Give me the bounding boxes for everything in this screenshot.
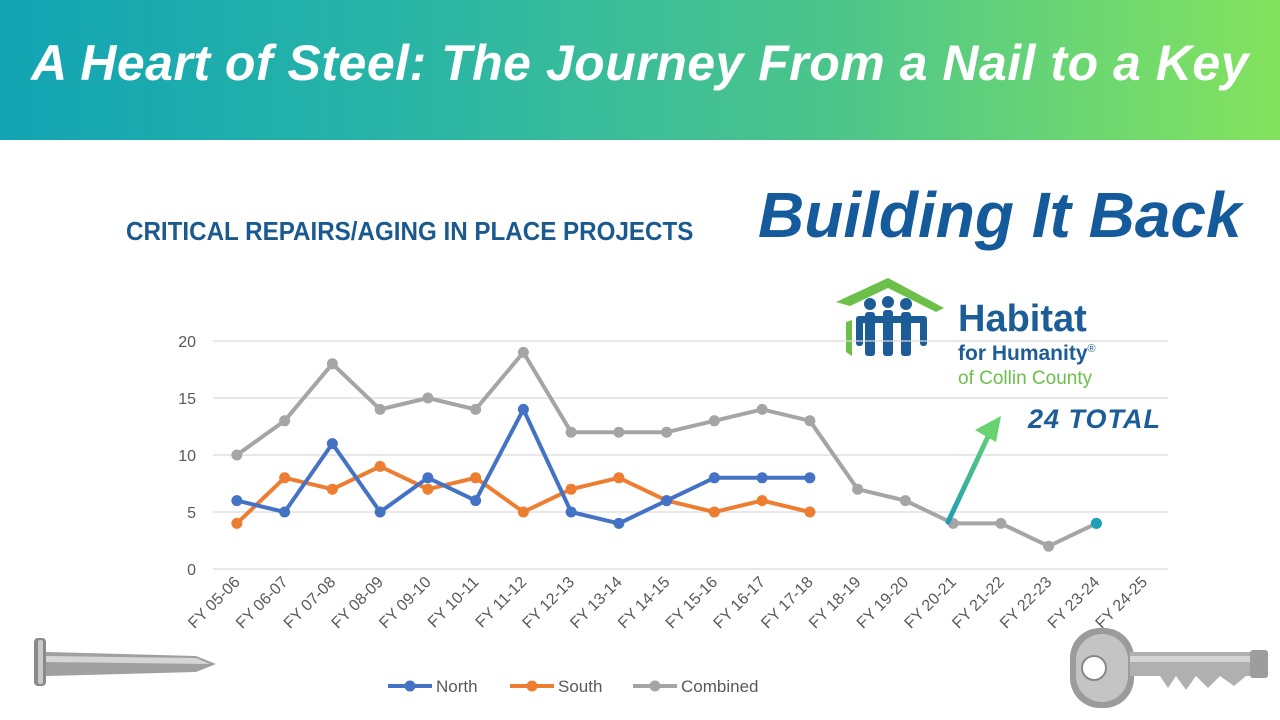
up-arrow-icon	[945, 416, 1001, 525]
habitat-logo: Habitat for Humanity® of Collin County	[832, 272, 1132, 402]
key-image	[1070, 628, 1268, 708]
headline: Building It Back	[758, 179, 1242, 251]
data-point	[279, 415, 291, 427]
legend-item-south: South	[510, 677, 602, 696]
legend-label: South	[558, 677, 602, 696]
y-tick-label: 5	[187, 505, 196, 522]
legend-item-combined: Combined	[633, 677, 759, 696]
data-point	[422, 472, 434, 484]
data-point	[756, 403, 768, 415]
banner-title: A Heart of Steel: The Journey From a Nai…	[31, 35, 1249, 91]
data-point	[279, 472, 291, 484]
series-line-combined	[234, 350, 1099, 549]
data-point	[613, 472, 625, 484]
data-point	[279, 506, 291, 518]
data-point	[661, 426, 673, 438]
data-point	[613, 426, 625, 438]
logo-line3: of Collin County	[958, 368, 1093, 389]
data-point	[326, 483, 338, 495]
logo-line2: for Humanity®	[958, 342, 1096, 365]
data-point	[517, 506, 529, 518]
data-point	[756, 472, 768, 484]
series-combined	[231, 346, 1102, 552]
data-point	[517, 403, 529, 415]
y-tick-label: 20	[178, 334, 196, 351]
data-point	[565, 483, 577, 495]
series-south	[231, 460, 816, 529]
data-point	[613, 517, 625, 529]
data-point	[899, 495, 911, 507]
data-point	[852, 483, 864, 495]
data-point	[470, 403, 482, 415]
legend-swatch-marker	[404, 680, 416, 692]
legend-swatch-marker	[649, 680, 661, 692]
data-point	[565, 506, 577, 518]
data-point	[708, 415, 720, 427]
data-point	[231, 495, 243, 507]
legend-label: Combined	[681, 677, 759, 696]
data-point	[231, 449, 243, 461]
x-tick-label: FY 09-10	[376, 574, 434, 632]
logo-name: Habitat	[958, 298, 1087, 340]
data-point	[231, 517, 243, 529]
data-point	[422, 392, 434, 404]
data-point	[804, 415, 816, 427]
title-banner: A Heart of Steel: The Journey From a Nai…	[0, 0, 1280, 140]
data-point	[756, 495, 768, 507]
highlight-point	[1090, 517, 1102, 529]
data-point	[804, 472, 816, 484]
habitat-logo-icon	[836, 278, 944, 356]
data-point	[708, 506, 720, 518]
data-point	[374, 506, 386, 518]
data-point	[804, 506, 816, 518]
total-note: 24 TOTAL	[1028, 404, 1162, 434]
chart-subtitle: CRITICAL REPAIRS/AGING IN PLACE PROJECTS	[126, 216, 694, 246]
y-tick-label: 15	[178, 391, 196, 408]
series-line-north	[234, 407, 812, 526]
data-point	[470, 495, 482, 507]
registered-mark: ®	[1087, 343, 1096, 355]
nail-image	[34, 638, 216, 686]
data-point	[1043, 540, 1055, 552]
x-tick-label: FY 24-25	[1093, 574, 1151, 632]
data-point	[517, 346, 529, 358]
legend-swatch-marker	[526, 680, 538, 692]
data-point	[565, 426, 577, 438]
x-tick-label: FY 10-11	[425, 574, 483, 632]
data-point	[374, 403, 386, 415]
data-point	[708, 472, 720, 484]
y-tick-label: 10	[178, 448, 196, 465]
y-tick-label: 0	[187, 562, 196, 579]
series-north	[231, 403, 816, 529]
data-point	[995, 517, 1007, 529]
data-point	[470, 472, 482, 484]
data-point	[326, 438, 338, 450]
legend-label: North	[436, 677, 478, 696]
data-point	[374, 460, 386, 472]
data-point	[661, 495, 673, 507]
legend-item-north: North	[388, 677, 478, 696]
data-point	[326, 358, 338, 370]
data-point	[422, 483, 434, 495]
